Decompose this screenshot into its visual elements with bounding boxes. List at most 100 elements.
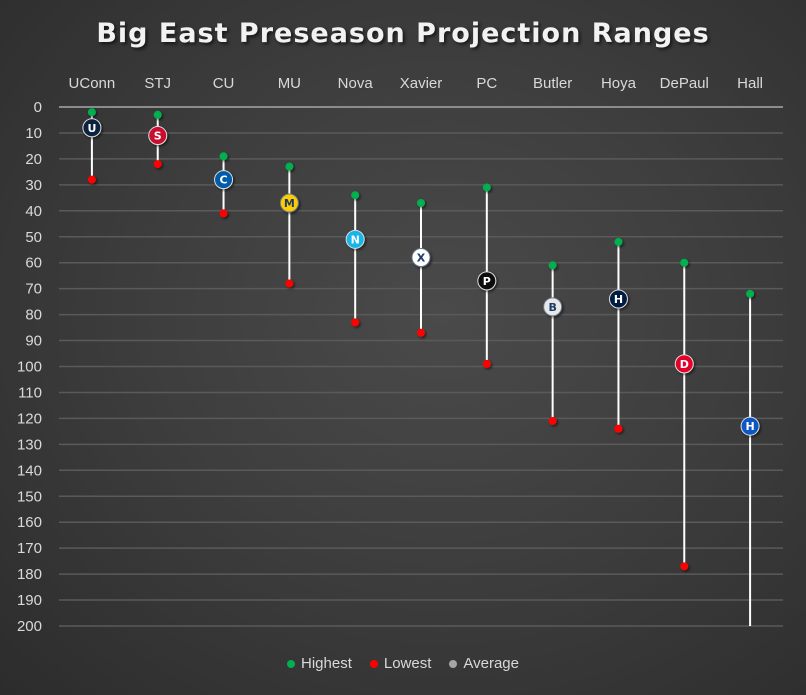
logo-badge	[674, 354, 694, 374]
logo-badge	[148, 126, 168, 146]
legend-item-average[interactable]: Average	[449, 655, 519, 672]
y-tick-label: 60	[25, 255, 42, 272]
y-tick-label: 120	[17, 410, 42, 427]
y-tick-label: 50	[25, 229, 42, 246]
y-tick-label: 180	[17, 566, 42, 583]
category-label: DePaul	[660, 75, 709, 92]
point-highest	[153, 110, 162, 119]
logo-badge	[82, 118, 102, 138]
logo-glyph: N	[351, 233, 360, 246]
legend-label-highest: Highest	[301, 655, 352, 672]
point-highest	[219, 152, 228, 161]
logo-glyph: D	[680, 358, 689, 371]
gridlines	[59, 106, 783, 627]
logo-badge	[411, 248, 431, 268]
point-lowest	[482, 359, 491, 368]
stj-logo: S	[148, 126, 168, 146]
legend-item-highest[interactable]: Highest	[287, 655, 352, 672]
butler-bulldog-logo: B	[543, 297, 563, 317]
point-highest	[87, 108, 96, 117]
point-highest	[351, 191, 360, 200]
logo-badge	[543, 297, 563, 317]
legend-label-lowest: Lowest	[383, 655, 432, 672]
y-axis-ticks: 0 10 20 30 40 50 60 70 80 90 100 110 120 130 140 150 160…	[17, 99, 42, 635]
seton-hall-logo: H	[740, 416, 760, 436]
legend-marker-highest	[287, 659, 295, 668]
creighton-logo: C	[214, 170, 234, 190]
logo-glyph: H	[614, 293, 623, 306]
point-lowest	[219, 209, 228, 218]
category-label: PC	[476, 75, 497, 92]
point-lowest	[614, 424, 623, 433]
logo-glyph: M	[284, 197, 295, 210]
category-label: CU	[213, 75, 235, 92]
logo-badge	[279, 193, 299, 213]
y-tick-label: 90	[25, 333, 42, 350]
legend: Highest Lowest Average	[0, 655, 806, 672]
category-label: UConn	[69, 75, 116, 92]
category-label: Nova	[338, 75, 374, 92]
point-highest	[548, 261, 557, 270]
point-highest	[417, 199, 425, 208]
logo-glyph: C	[220, 174, 228, 187]
y-tick-label: 70	[25, 281, 42, 298]
marquette-logo: M	[279, 193, 299, 213]
xavier-logo: X	[411, 248, 431, 268]
y-tick-label: 100	[17, 359, 42, 376]
y-tick-label: 80	[25, 307, 42, 324]
logo-glyph: H	[745, 420, 754, 433]
category-label: Hoya	[601, 75, 637, 92]
point-lowest	[153, 160, 162, 169]
logo-glyph: X	[417, 252, 426, 265]
logo-badge	[740, 416, 760, 436]
depaul-logo: D	[674, 354, 694, 374]
y-tick-label: 170	[17, 540, 42, 557]
point-lowest	[680, 562, 689, 571]
range-lines	[90, 112, 752, 626]
y-tick-label: 110	[18, 384, 42, 401]
point-lowest	[285, 279, 294, 288]
point-lowest	[351, 318, 360, 327]
y-tick-label: 40	[25, 203, 42, 220]
category-label: Xavier	[400, 75, 443, 92]
point-lowest	[87, 175, 96, 184]
point-highest	[285, 162, 294, 171]
category-label: Hall	[737, 75, 763, 92]
data-points: U S C M N X P B H D H	[82, 108, 760, 571]
category-label: MU	[278, 75, 301, 92]
category-label: Butler	[533, 75, 572, 92]
legend-marker-average	[449, 659, 458, 668]
y-tick-label: 140	[17, 462, 42, 479]
logo-badge	[345, 229, 365, 249]
legend-label-average: Average	[463, 655, 519, 672]
y-tick-label: 200	[17, 618, 42, 635]
y-tick-label: 0	[34, 99, 42, 116]
uconn-husky-logo: U	[82, 118, 102, 138]
legend-item-lowest[interactable]: Lowest	[369, 655, 432, 672]
y-tick-label: 10	[25, 125, 42, 142]
georgetown-logo: H	[608, 289, 628, 309]
x-axis-categories: UConn STJ CU MU Nova Xavier PC Butler Hoya DePaul…	[69, 75, 763, 92]
point-highest	[614, 237, 623, 246]
point-highest	[746, 289, 755, 298]
point-highest	[680, 258, 689, 267]
y-tick-label: 160	[17, 514, 42, 531]
logo-badge	[477, 271, 497, 291]
logo-glyph: S	[154, 130, 162, 143]
logo-badge	[608, 289, 628, 309]
legend-marker-lowest	[369, 659, 378, 668]
logo-badge	[214, 170, 234, 190]
logo-glyph: B	[548, 301, 556, 314]
chart-title: Big East Preseason Projection Ranges	[96, 18, 710, 49]
category-label: STJ	[144, 75, 171, 92]
y-tick-label: 190	[17, 592, 42, 609]
point-lowest	[417, 328, 425, 337]
logo-glyph: P	[483, 275, 491, 288]
point-lowest	[548, 416, 557, 425]
point-highest	[482, 183, 491, 192]
providence-logo: P	[477, 271, 497, 291]
y-tick-label: 150	[17, 488, 42, 505]
y-tick-label: 130	[17, 436, 42, 453]
villanova-logo: N	[345, 229, 365, 249]
